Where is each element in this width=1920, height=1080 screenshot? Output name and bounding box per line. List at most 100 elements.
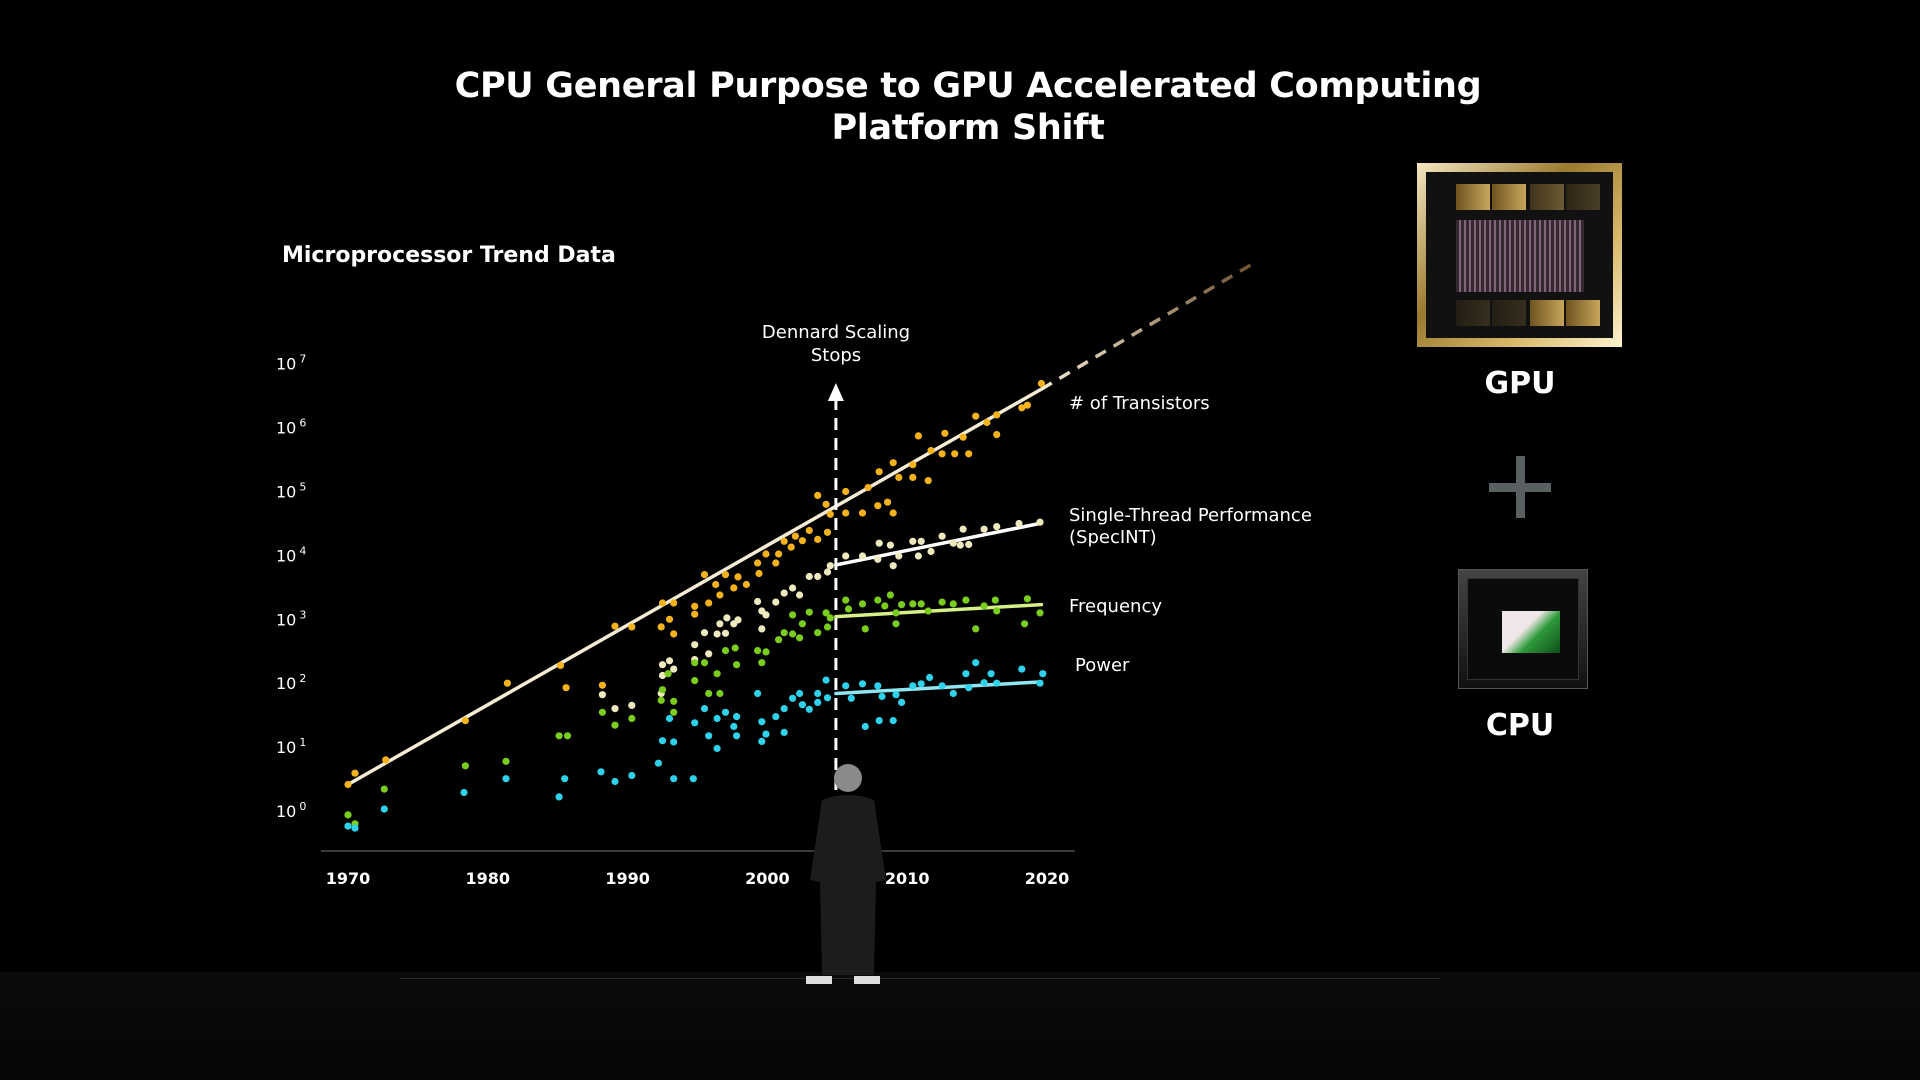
- point-single-thread: [789, 584, 797, 592]
- point-power: [874, 682, 882, 690]
- point-power: [670, 738, 678, 746]
- point-single-thread: [705, 650, 713, 658]
- point-transistors: [791, 532, 800, 540]
- plus-icon: [1489, 456, 1551, 518]
- point-power: [670, 775, 678, 783]
- point-single-thread: [858, 552, 867, 560]
- point-frequency: [991, 596, 999, 604]
- trend-line-frequency: [834, 602, 1044, 619]
- y-tick-label: 10 6: [276, 417, 306, 438]
- point-transistors: [814, 535, 822, 544]
- point-frequency: [823, 623, 832, 631]
- point-transistors: [874, 502, 882, 510]
- point-frequency: [938, 598, 946, 606]
- point-power: [713, 714, 721, 723]
- point-transistors: [754, 559, 762, 567]
- point-transistors: [884, 498, 892, 506]
- point-transistors: [598, 681, 607, 689]
- point-frequency: [822, 609, 830, 617]
- point-power: [780, 705, 788, 713]
- point-single-thread: [956, 541, 964, 549]
- point-frequency: [670, 697, 678, 705]
- point-frequency: [713, 670, 721, 678]
- point-transistors: [842, 487, 850, 496]
- point-single-thread: [965, 540, 973, 549]
- point-transistors: [670, 630, 678, 638]
- dennard-label-line2: Stops: [811, 345, 861, 366]
- point-transistors: [721, 571, 730, 579]
- point-power: [665, 714, 674, 723]
- point-power: [949, 689, 957, 698]
- point-power: [733, 713, 741, 721]
- point-transistors: [351, 769, 359, 777]
- point-single-thread: [826, 562, 834, 570]
- point-power: [758, 718, 766, 726]
- point-frequency: [874, 596, 882, 604]
- point-frequency: [658, 686, 667, 694]
- point-power: [380, 805, 388, 813]
- series-label-transistors: # of Transistors: [1069, 393, 1210, 414]
- point-transistors: [822, 500, 830, 508]
- point-power: [962, 670, 970, 678]
- point-single-thread: [874, 555, 882, 563]
- x-tick-label: 2010: [885, 869, 930, 888]
- point-power: [909, 682, 917, 690]
- point-power: [796, 689, 804, 698]
- point-power: [351, 824, 359, 832]
- point-single-thread: [658, 661, 667, 669]
- point-frequency: [628, 714, 636, 723]
- point-transistors: [909, 461, 917, 469]
- point-single-thread: [665, 657, 674, 665]
- point-transistors: [705, 599, 713, 607]
- point-single-thread: [713, 630, 721, 638]
- point-single-thread: [875, 539, 883, 547]
- point-transistors: [823, 528, 832, 536]
- point-transistors: [914, 432, 923, 440]
- point-power: [754, 689, 762, 698]
- point-power: [858, 680, 867, 688]
- point-power: [1036, 679, 1044, 687]
- point-transistors: [716, 591, 724, 599]
- point-transistors: [965, 450, 973, 458]
- y-tick-label: 10 4: [276, 544, 306, 565]
- point-frequency: [886, 591, 895, 599]
- point-transistors: [927, 447, 935, 455]
- y-tick-label: 10 2: [276, 672, 306, 693]
- point-frequency: [909, 600, 917, 608]
- point-transistors: [972, 412, 980, 420]
- series-label-single-thread: Single-Thread Performance: [1069, 505, 1312, 526]
- point-power: [780, 728, 788, 737]
- point-transistors: [1018, 404, 1026, 412]
- trend-line-power: [834, 680, 1044, 696]
- point-power: [861, 722, 869, 731]
- point-power: [1039, 670, 1047, 678]
- point-single-thread: [886, 541, 895, 549]
- y-tick-label: 10 0: [276, 800, 306, 821]
- point-transistors: [562, 684, 570, 692]
- point-transistors: [814, 491, 822, 499]
- chart-title: Microprocessor Trend Data: [282, 243, 616, 268]
- point-single-thread: [823, 568, 832, 576]
- stage-floor: [0, 972, 1920, 1080]
- point-single-thread: [658, 671, 667, 680]
- point-frequency: [762, 648, 770, 656]
- point-transistors: [344, 780, 352, 789]
- point-transistors: [864, 484, 872, 492]
- point-power: [611, 777, 619, 786]
- point-power: [721, 708, 730, 716]
- point-single-thread: [762, 611, 770, 619]
- point-power: [972, 659, 980, 667]
- point-single-thread: [734, 616, 742, 624]
- point-power: [917, 680, 925, 688]
- x-axis-ticks: 1970 1980 1990 2000 2010 2020: [326, 869, 1070, 888]
- x-tick-label: 1970: [326, 869, 371, 888]
- point-frequency: [796, 634, 804, 642]
- point-transistors: [665, 615, 674, 623]
- point-frequency: [716, 689, 724, 698]
- point-transistors: [755, 569, 763, 578]
- point-frequency: [892, 609, 900, 617]
- point-transistors: [895, 473, 903, 481]
- point-power: [555, 793, 563, 801]
- point-frequency: [380, 785, 388, 793]
- point-power: [502, 775, 510, 783]
